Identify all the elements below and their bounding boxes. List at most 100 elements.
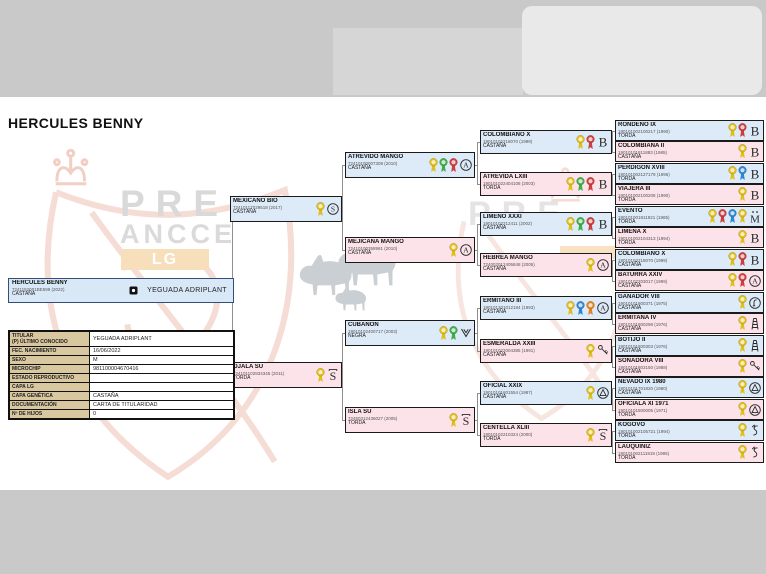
horse-text-block: SOÑADORA VIII 19010101803150 (1988) CASTAÑ… [616,357,738,376]
horse-coat: TORDA [618,432,636,439]
horse-text-block: ATREVIDA LXIII 190101022404108 (2003) TORD… [481,173,566,195]
pedigree-box[interactable]: ATREVIDO MANGO 72410100007308 (2010) CASTA… [345,152,475,178]
horse-icons [738,314,763,333]
pedigree-connector [342,333,343,420]
pedigree-box[interactable]: COLOMBIANA II 19010101811883 (1985) CASTAÑ… [615,141,764,162]
horse-code: 724002012405848 (2005) [483,261,535,267]
pedigree-box[interactable]: ISLA SU 72450312436027 (2005) TORDA S [345,407,475,433]
pedigree-connector [477,184,480,185]
pedigree-connector [612,259,613,281]
info-table-row: DOCUMENTACIÓN CARTA DE TITULARIDAD [10,401,233,410]
brand-icon-b: B [748,167,761,181]
pedigree-box[interactable]: ESMERALDA XXIII 190101022004385 (1991) CAS… [480,339,612,363]
subject-name: HERCULES BENNY [12,280,68,286]
pedigree-box[interactable]: CUBANON 19010102400717 (2003) NEGRA [345,320,475,346]
pedigree-box[interactable]: VIAJERA III 190101002100208 (1990) TORDA B [615,184,764,205]
pedigree-box[interactable]: ERMITAÑA IV 19010101800298 (1976) CASTAÑA [615,313,764,334]
info-table-label: CAPA LG [10,383,90,391]
pedigree-box[interactable]: RONDEÑO IX 190101002100217 (1990) TORDA B [615,120,764,141]
pedigree-connector [477,142,480,143]
horse-code: 190101002100217 (1990) [618,128,670,134]
horse-code: 190101002100208 (1990) [618,192,670,198]
horse-name: CUBANON [348,322,379,328]
pedigree-box[interactable]: LAUQUINIZ 190101002111919 (1995) TORDA [615,442,764,463]
pedigree-connector [612,259,615,261]
svg-text:A: A [600,261,606,270]
pedigree-box[interactable]: LIMEÑA X 190101002104313 (1994) TORDA B [615,227,764,248]
horse-name: OFICIAL XXIX [483,383,523,389]
pedigree-box[interactable]: HEBREA MANGO 724002012405848 (2005) CASTAÑ… [480,253,612,277]
pedigree-box[interactable]: ERMITAÑO III 190101201012184 (1993) CASTAÑ… [480,296,612,320]
svg-text:A: A [463,246,469,255]
pedigree-box[interactable]: BATURRA XXIV 19010102203017 (1999) CASTAÑA… [615,270,764,291]
horse-name: MEJICANA MANGO [348,239,404,245]
horse-code: 190101001811921 (1985) [618,214,670,220]
pedigree-box[interactable]: COLOMBIANO X 19010102218070 (1999) CASTAÑA… [480,130,612,154]
pedigree-box[interactable]: MEJICANA MANGO 72410100358961 (2010) CASTA… [345,237,475,263]
horse-icons: A [429,153,474,177]
svg-text:B: B [750,188,759,202]
rosette-icon-yellow [738,144,747,159]
rosette-icon-red [586,134,595,150]
rosette-icon-red [449,157,458,173]
pedigree-box[interactable]: SOÑADORA VIII 19010101803150 (1988) CASTAÑ… [615,356,764,377]
subject-coat: CASTAÑA [12,291,36,298]
pedigree-connector [477,393,478,435]
pedigree-box[interactable]: COLOMBIANO X 19010102218070 (1999) CASTAÑA… [615,249,764,270]
pedigree-box[interactable]: LIMEÑO XXXI 19010102212411 (2002) CASTAÑA B [480,212,612,236]
brand-icon-circle-s: S [326,202,339,216]
horse-name: CENTELLA XLIII [483,425,530,431]
horse-name: BOTIJO II [618,337,646,343]
brand-icon-key [596,344,609,358]
pedigree-box[interactable]: CENTELLA XLIII 19010102210324 (2000) TORDA… [480,423,612,447]
horse-text-block: OJALA SU 724101102834345 (2011) TORDA [231,363,316,387]
horse-text-block: ERMITAÑA IV 19010101800298 (1976) CASTAÑA [616,314,738,333]
brand-icon-b: B [748,188,761,202]
pedigree-box[interactable]: GANADOR VIII 19010101800371 (1975) CASTAÑA [615,292,764,313]
horse-coat: CASTAÑA [618,368,642,375]
horse-text-block: LIMEÑO XXXI 19010102212411 (2002) CASTAÑA [481,213,566,235]
pedigree-box[interactable]: KOGOVO 190101002105721 (1994) TORDA [615,420,764,441]
horse-icons: S [586,424,611,446]
horse-icons: B [566,173,611,195]
info-table-label: Nº DE HIJOS [10,410,90,418]
horse-icons: B [738,185,763,204]
photo-icon[interactable] [129,286,138,295]
pedigree-connector [342,165,345,166]
horse-name: ERMITAÑO III [483,298,522,304]
info-table-row: CAPA GENÉTICA CASTAÑA [10,392,233,401]
horse-code: 19010102212411 (2002) [483,220,532,226]
subject-horse-box[interactable]: HERCULES BENNY 7241152001BE599 (2022) CA… [8,278,234,303]
rosette-icon-yellow [586,385,595,401]
info-table-label: ESTADO REPRODUCTIVO [10,374,90,382]
horse-icons [586,382,611,404]
rosette-icon-yellow [429,157,438,173]
pedigree-connector [342,420,345,421]
pedigree-box[interactable]: OFICIAL XXIX 19010101601554 (1987) CASTAÑA [480,381,612,405]
pedigree-box[interactable]: NEVADO IX 1980 19010101701820 (1980) CASTA… [615,377,764,398]
horse-text-block: COLOMBIANO X 19010102218070 (1999) CASTAÑA [481,131,576,153]
svg-text:A: A [463,161,469,170]
horse-coat: TORDA [483,435,501,442]
pedigree-connector [477,435,480,436]
horse-icons: B [728,164,763,183]
horse-text-block: BOTIJO II 19010101800303 (1976) CASTAÑA [616,336,738,355]
pedigree-box[interactable]: BOTIJO II 19010101800303 (1976) CASTAÑA [615,335,764,356]
rosette-icon-yellow [738,423,747,438]
pedigree-box[interactable]: PERDIGON XVIII 190101002127179 (1996) TORD… [615,163,764,184]
pedigree-box[interactable]: OFICIALA XI 1971 19010101500005 (1971) TOR… [615,399,764,420]
svg-text:A: A [752,276,758,285]
pedigree-box[interactable]: ATREVIDA LXIII 190101022404108 (2003) TORD… [480,172,612,196]
pedigree-box[interactable]: EVENTO 190101001811921 (1985) TORDA M [615,206,764,227]
svg-text:B: B [750,145,759,159]
pedigree-box[interactable]: OJALA SU 724101102834345 (2011) TORDA S [230,362,342,388]
rosette-icon-yellow [738,295,747,310]
pedigree-box[interactable]: MEXICANO BIO 72410117029518 (2017) CASTAÑA… [230,196,342,222]
horse-text-block: COLOMBIANO X 19010102218070 (1999) CASTAÑA [616,250,728,269]
info-table-label: CAPA GENÉTICA [10,392,90,400]
horse-text-block: PERDIGON XVIII 190101002127179 (1996) TORD… [616,164,728,183]
info-table-label: SEXO [10,356,90,364]
horse-icons [586,340,611,362]
info-table-row: FEC. NACIMIENTO 16/06/2022 [10,347,233,356]
horse-coat: TORDA [348,419,366,426]
